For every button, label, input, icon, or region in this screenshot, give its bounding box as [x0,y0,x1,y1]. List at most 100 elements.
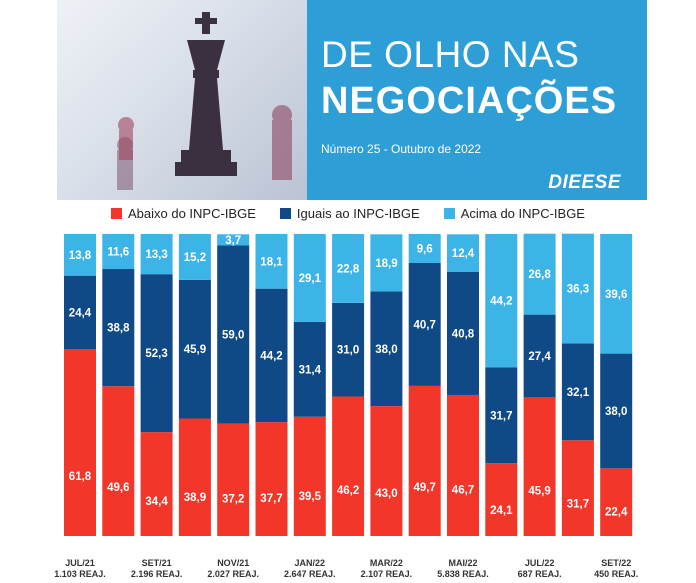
data-label-abaixo-4: 37,2 [222,493,244,505]
x-tick-sublabel-10: 5.838 REAJ. [437,569,489,579]
data-label-abaixo-2: 34,4 [145,496,168,508]
bar-segment-iguais-13 [561,343,594,441]
banner-panel: DE OLHO NAS NEGOCIAÇÕES Número 25 - Outu… [307,0,647,200]
data-label-iguais-8: 38,0 [375,344,397,356]
data-label-iguais-0: 24,4 [69,308,92,320]
bar-segment-acima-3 [178,234,211,280]
x-tick-sublabel-0: 1.103 REAJ. [54,569,106,579]
bar-segment-abaixo-2 [140,432,173,536]
bar-segment-abaixo-0 [64,349,96,536]
data-label-acima-10: 12,4 [452,248,475,260]
data-label-acima-1: 11,6 [107,247,129,259]
bar-segment-abaixo-9 [408,385,441,536]
bar-segment-iguais-7 [332,302,365,397]
x-tick-label-8: MAR/22 [370,558,403,568]
data-label-iguais-3: 45,9 [184,344,206,356]
x-tick-label-4: NOV/21 [217,558,249,568]
data-label-abaixo-0: 61,8 [69,471,92,483]
data-label-acima-11: 44,2 [490,296,512,308]
legend-swatch-abaixo [111,207,122,219]
chart-legend: Abaixo do INPC-IBGE Iguais ao INPC-IBGE … [0,203,696,223]
x-tick-sublabel-4: 2.027 REAJ. [207,569,259,579]
bar-segment-acima-4 [217,234,250,246]
bar-segment-iguais-8 [370,291,403,407]
banner-title-line2: NEGOCIAÇÕES [321,80,618,122]
x-tick-label-10: MAI/22 [448,558,477,568]
banner-subtitle: Número 25 - Outubro de 2022 [321,142,482,156]
bar-segment-abaixo-13 [561,440,594,536]
bar-segment-iguais-14 [600,353,633,469]
data-label-acima-7: 22,8 [337,263,360,275]
bar-segment-acima-5 [255,234,288,289]
bar-segment-iguais-2 [140,274,173,433]
data-label-iguais-11: 31,7 [490,410,512,422]
bar-segment-abaixo-4 [217,423,250,536]
data-label-abaixo-13: 31,7 [567,498,589,510]
data-label-abaixo-14: 22,4 [605,507,628,519]
data-label-abaixo-1: 49,6 [107,482,129,494]
data-label-iguais-7: 31,0 [337,345,359,357]
x-tick-sublabel-6: 2.647 REAJ. [284,569,336,579]
bar-segment-acima-10 [447,234,479,272]
bar-segment-iguais-3 [178,279,211,419]
bar-segment-acima-6 [293,234,326,322]
x-tick-label-12: JUL/22 [525,558,555,568]
bar-segment-acima-12 [523,233,556,315]
bar-segment-iguais-6 [293,321,326,417]
data-label-abaixo-6: 39,5 [299,491,322,503]
bar-segment-iguais-12 [523,314,556,398]
bar-segment-acima-8 [370,234,403,292]
data-label-abaixo-10: 46,7 [452,485,474,497]
bar-segment-abaixo-7 [332,396,365,536]
x-tick-label-6: JAN/22 [295,558,326,568]
data-label-abaixo-8: 43,0 [375,488,397,500]
bar-segment-acima-14 [600,234,633,354]
bar-segment-abaixo-11 [485,463,518,536]
legend-item-acima: Acima do INPC-IBGE [443,205,585,221]
bar-segment-acima-13 [561,233,594,344]
legend-label-iguais: Iguais ao INPC-IBGE [296,205,420,221]
data-label-acima-6: 29,1 [299,273,322,285]
data-label-abaixo-12: 45,9 [528,485,550,497]
data-label-acima-9: 9,6 [417,243,433,255]
banner-title-line1: DE OLHO NAS [321,34,580,75]
data-label-acima-14: 39,6 [605,289,627,301]
bar-segment-acima-1 [102,234,135,270]
bar-segment-acima-7 [332,234,365,303]
data-label-iguais-1: 38,8 [107,323,130,335]
data-label-acima-8: 18,9 [375,258,397,270]
data-label-iguais-9: 40,7 [414,319,436,331]
x-tick-label-14: SET/22 [601,558,631,568]
data-label-iguais-5: 44,2 [260,350,282,362]
bar-segment-abaixo-12 [523,397,556,536]
legend-item-abaixo: Abaixo do INPC-IBGE [111,206,256,221]
bar-segment-acima-2 [140,234,173,275]
data-label-acima-4: 3,7 [225,235,241,247]
bar-segment-iguais-11 [485,367,518,464]
data-label-iguais-10: 40,8 [452,328,475,340]
bar-segment-acima-0 [64,234,96,276]
bar-segment-iguais-10 [447,271,479,395]
data-label-iguais-6: 31,4 [299,364,322,376]
legend-label-abaixo: Abaixo do INPC-IBGE [128,205,256,221]
data-label-abaixo-5: 37,7 [260,493,282,505]
bar-segment-abaixo-14 [600,468,633,536]
data-label-acima-2: 13,3 [145,249,167,261]
data-label-iguais-4: 59,0 [222,330,244,342]
bar-segment-abaixo-3 [178,418,211,536]
bar-segment-abaixo-10 [447,394,479,536]
legend-label-acima: Acima do INPC-IBGE [460,205,585,221]
banner-photo [57,0,307,200]
data-label-acima-12: 26,8 [528,269,551,281]
x-tick-sublabel-12: 687 REAJ. [518,569,562,579]
legend-swatch-acima [443,207,455,219]
bar-segment-abaixo-1 [102,386,135,536]
x-tick-label-2: SET/21 [142,558,172,568]
data-label-acima-5: 18,1 [260,256,283,268]
data-label-acima-0: 13,8 [69,250,92,262]
legend-item-iguais: Iguais ao INPC-IBGE [279,205,420,221]
data-label-iguais-14: 38,0 [605,406,627,418]
bar-segment-iguais-9 [408,262,441,386]
data-label-iguais-13: 32,1 [567,387,590,399]
legend-swatch-iguais [279,207,291,219]
